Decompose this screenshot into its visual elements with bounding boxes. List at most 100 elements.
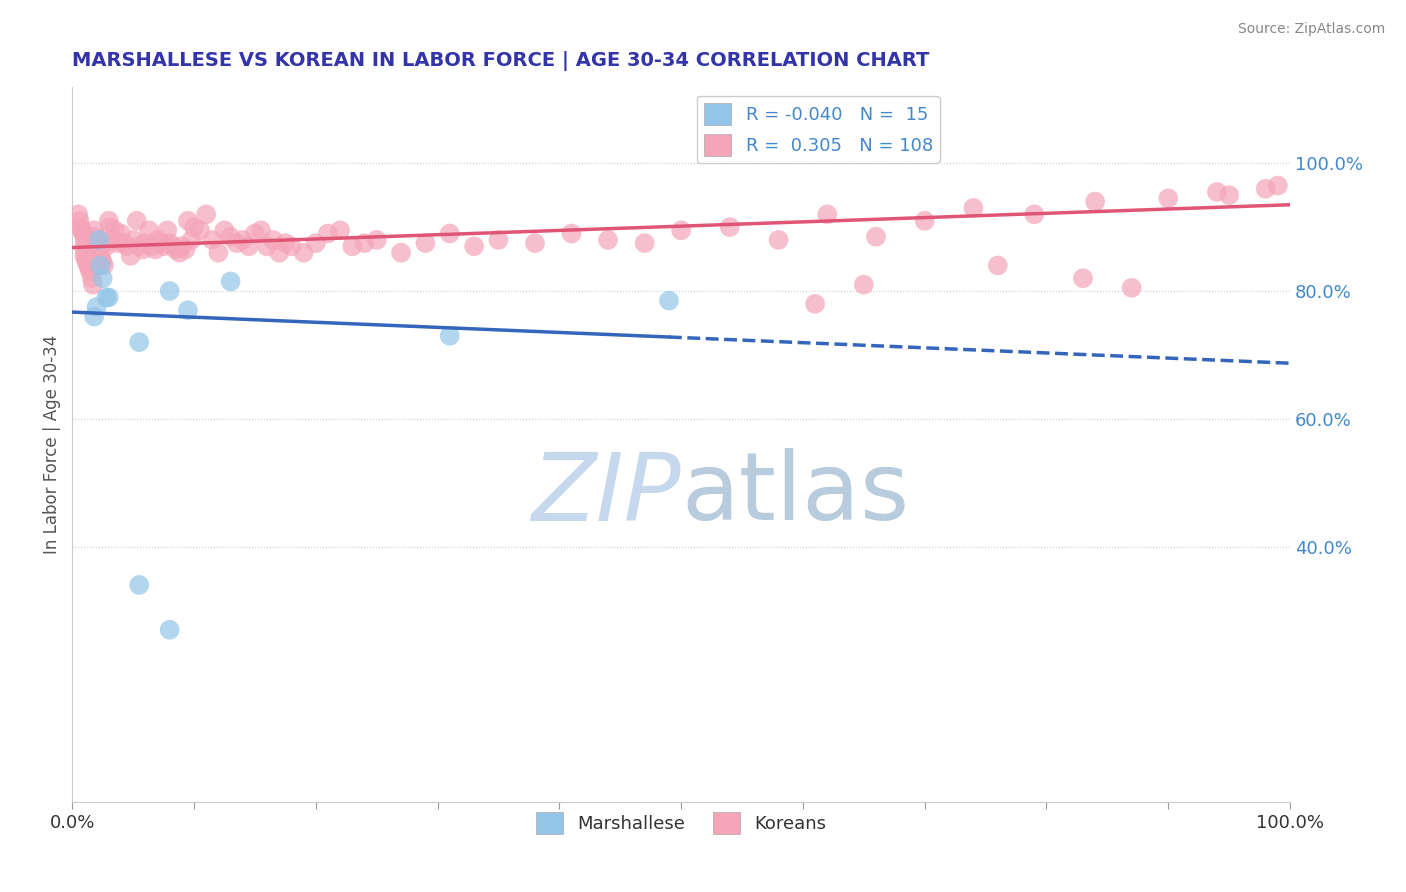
Point [852,277,875,292]
Point [91,255,114,269]
Point [269,245,291,260]
Text: ZIP: ZIP [531,449,681,540]
Point [914,213,936,227]
Point [128,239,150,253]
Point [353,236,375,251]
Point [134,236,156,251]
Text: MARSHALLESE VS KOREAN IN LABOR FORCE | AGE 30-34 CORRELATION CHART: MARSHALLESE VS KOREAN IN LABOR FORCE | A… [72,51,929,70]
Point [162,239,184,253]
Point [146,233,169,247]
Point [256,239,278,253]
Point [718,220,741,235]
Point [865,229,887,244]
Point [89,249,111,263]
Point [274,236,297,251]
Point [97,213,120,227]
Point [110,227,132,241]
Point [76,255,98,269]
Point [439,227,461,241]
Point [82,277,104,292]
Point [152,239,174,253]
Point [219,229,242,244]
Point [156,223,179,237]
Point [97,290,120,304]
Point [73,229,96,244]
Point [90,252,112,266]
Point [243,227,266,241]
Point [219,275,242,289]
Point [987,259,1010,273]
Point [143,243,166,257]
Point [177,213,200,227]
Point [292,245,315,260]
Point [169,245,191,260]
Point [1121,281,1143,295]
Point [658,293,681,308]
Point [122,233,145,247]
Point [96,239,118,253]
Point [101,233,124,247]
Point [132,243,155,257]
Point [1071,271,1094,285]
Point [84,229,107,244]
Point [962,201,984,215]
Legend: Marshallese, Koreans: Marshallese, Koreans [527,804,835,843]
Point [159,284,181,298]
Point [72,227,94,241]
Point [67,207,90,221]
Point [262,233,284,247]
Point [87,243,110,257]
Point [214,223,236,237]
Point [75,252,97,266]
Text: Source: ZipAtlas.com: Source: ZipAtlas.com [1237,22,1385,37]
Point [138,223,160,237]
Point [115,239,138,253]
Point [93,259,115,273]
Point [768,233,790,247]
Point [804,297,827,311]
Point [669,223,692,237]
Point [83,223,105,237]
Point [86,236,108,251]
Point [96,290,118,304]
Text: atlas: atlas [681,449,910,541]
Point [560,227,582,241]
Point [180,233,202,247]
Point [1084,194,1107,209]
Point [69,220,91,235]
Point [105,236,128,251]
Point [232,233,254,247]
Point [128,578,150,592]
Point [188,223,211,237]
Point [1267,178,1289,193]
Point [87,239,110,253]
Point [141,239,163,253]
Point [159,236,181,251]
Point [89,259,111,273]
Point [195,207,218,221]
Point [1254,182,1277,196]
Point [73,236,96,251]
Point [225,236,247,251]
Point [73,243,96,257]
Point [1206,185,1229,199]
Point [250,223,273,237]
Point [389,245,412,260]
Point [633,236,655,251]
Point [91,271,114,285]
Point [165,243,187,257]
Point [488,233,510,247]
Y-axis label: In Labor Force | Age 30-34: In Labor Force | Age 30-34 [44,334,60,554]
Point [238,239,260,253]
Point [79,265,101,279]
Point [329,223,352,237]
Point [316,227,339,241]
Point [1157,191,1180,205]
Point [150,236,173,251]
Point [1024,207,1046,221]
Point [201,233,224,247]
Point [439,328,461,343]
Point [104,223,127,237]
Point [73,249,96,263]
Point [128,335,150,350]
